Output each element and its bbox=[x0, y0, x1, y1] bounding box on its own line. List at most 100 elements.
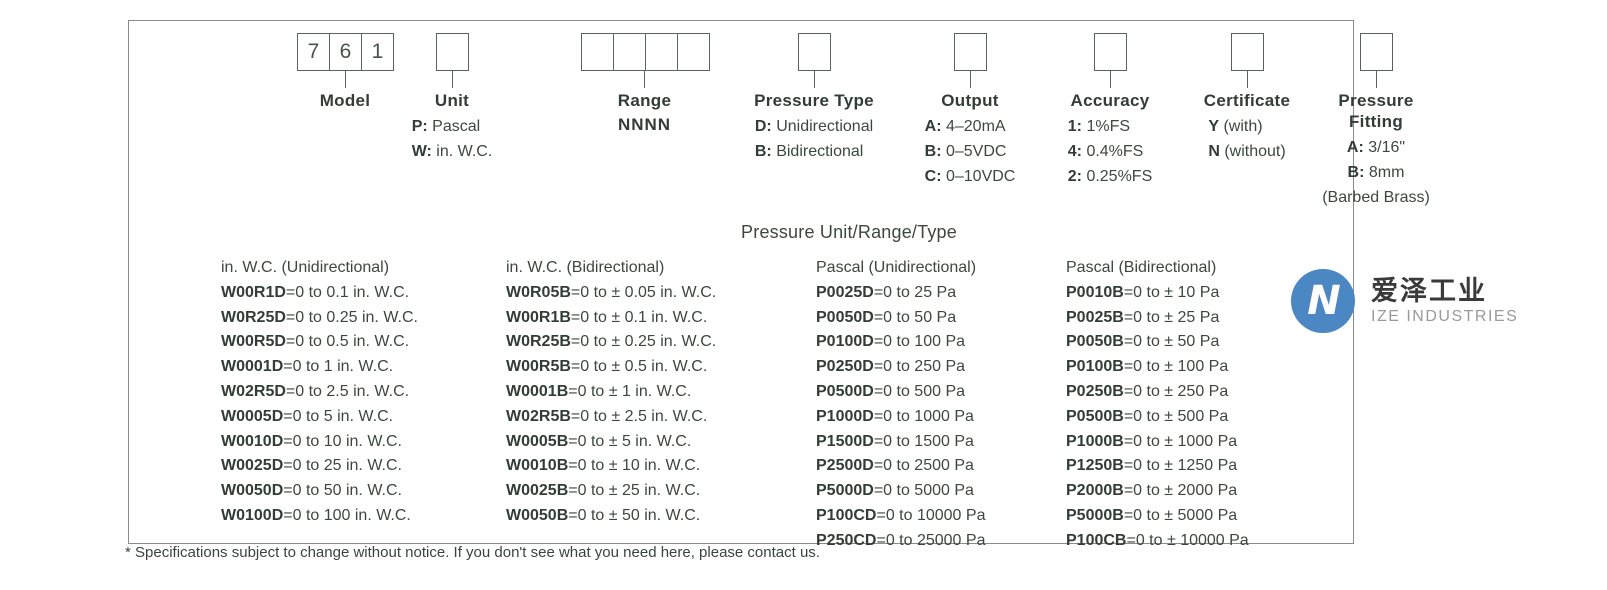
tick-line bbox=[644, 71, 645, 88]
range-row: W00R5D=0 to 0.5 in. W.C. bbox=[221, 333, 410, 351]
range-row: P2000B=0 to ± 2000 Pa bbox=[1066, 482, 1238, 500]
pressure-fitting-label: Pressure Fitting bbox=[1338, 91, 1414, 131]
certificate-label: Certificate bbox=[1203, 91, 1291, 110]
range-row: W0001B=0 to ± 1 in. W.C. bbox=[506, 382, 692, 400]
accuracy-label: Accuracy bbox=[1070, 91, 1150, 110]
range-row: W0005D=0 to 5 in. W.C. bbox=[221, 407, 394, 425]
range-row: P1000B=0 to ± 1000 Pa bbox=[1066, 432, 1238, 450]
option-line: B: 0–5VDC bbox=[924, 143, 1007, 160]
range-list-inwc-bidirectional: in. W.C. (Bidirectional) W0R05B=0 to ± 0… bbox=[506, 256, 716, 529]
range-row: P100CD=0 to 10000 Pa bbox=[816, 506, 986, 524]
range-row: W0010B=0 to ± 10 in. W.C. bbox=[506, 457, 701, 475]
range-row: P0250B=0 to ± 250 Pa bbox=[1066, 382, 1229, 400]
unit-code-cell bbox=[436, 33, 469, 71]
range-list-pascal-bidirectional: Pascal (Bidirectional) P0010B=0 to ± 10 … bbox=[1066, 256, 1249, 554]
option-line: 4: 0.4%FS bbox=[1067, 143, 1144, 160]
range-code-cells bbox=[580, 33, 710, 71]
list-header: in. W.C. (Unidirectional) bbox=[221, 259, 390, 276]
field-unit: Unit P: Pascal W: in. W.C. bbox=[392, 33, 512, 164]
option-line: Y (with) bbox=[1208, 118, 1263, 135]
list-rows: P0010B=0 to ± 10 Pa P0025B=0 to ± 25 Pa P0… bbox=[1066, 281, 1249, 554]
accuracy-code-cell bbox=[1094, 33, 1127, 71]
range-row: P0500D=0 to 500 Pa bbox=[816, 382, 966, 400]
certificate-code-cell bbox=[1231, 33, 1264, 71]
list-rows: W0R05B=0 to ± 0.05 in. W.C. W00R1B=0 to ±… bbox=[506, 281, 716, 529]
model-digit-cell: 6 bbox=[329, 33, 362, 71]
range-row: W0R25B=0 to ± 0.25 in. W.C. bbox=[506, 333, 717, 351]
unit-label: Unit bbox=[434, 91, 470, 110]
range-row: W0025B=0 to ± 25 in. W.C. bbox=[506, 482, 701, 500]
range-row: W0R05B=0 to ± 0.05 in. W.C. bbox=[506, 283, 717, 301]
pressure-fitting-code-cell bbox=[1360, 33, 1393, 71]
unit-options: P: Pascal W: in. W.C. bbox=[412, 114, 493, 164]
option-line: W: in. W.C. bbox=[411, 143, 493, 160]
range-row: W0005B=0 to ± 5 in. W.C. bbox=[506, 432, 692, 450]
option-line: P: Pascal bbox=[411, 118, 481, 135]
ize-logo-text: 爱泽工业 IZE INDUSTRIES bbox=[1371, 276, 1518, 327]
pressure-type-code-cell bbox=[798, 33, 831, 71]
accuracy-options: 1: 1%FS 4: 0.4%FS 2: 0.25%FS bbox=[1068, 114, 1153, 189]
range-row: P0250D=0 to 250 Pa bbox=[816, 358, 966, 376]
range-row: P5000D=0 to 5000 Pa bbox=[816, 482, 974, 500]
output-options: A: 4–20mA B: 0–5VDC C: 0–10VDC bbox=[925, 114, 1016, 189]
list-header: Pascal (Bidirectional) bbox=[1066, 259, 1217, 276]
range-row: P0010B=0 to ± 10 Pa bbox=[1066, 283, 1220, 301]
option-line: A: 4–20mA bbox=[924, 118, 1006, 135]
range-label: Range bbox=[617, 91, 672, 110]
field-pressure-fitting: Pressure Fitting A: 3/16" B: 8mm (Barbed … bbox=[1314, 33, 1438, 210]
option-line: 2: 0.25%FS bbox=[1067, 168, 1153, 185]
tick-line bbox=[1109, 71, 1111, 88]
output-code-cell bbox=[954, 33, 987, 71]
range-row: P0050B=0 to ± 50 Pa bbox=[1066, 333, 1220, 351]
field-certificate: Certificate Y (with) N (without) bbox=[1187, 33, 1307, 164]
brand-name-chinese: 爱泽工业 bbox=[1371, 276, 1487, 306]
footnote: * Specifications subject to change witho… bbox=[125, 544, 820, 561]
tick-line bbox=[1375, 71, 1377, 88]
range-row: P0100D=0 to 100 Pa bbox=[816, 333, 966, 351]
field-range: Range NNNN bbox=[577, 33, 712, 135]
range-row: P2500D=0 to 2500 Pa bbox=[816, 457, 974, 475]
model-label: Model bbox=[319, 91, 371, 110]
option-line: B: 8mm bbox=[1347, 164, 1405, 181]
range-row: P1000D=0 to 1000 Pa bbox=[816, 407, 974, 425]
tick-line bbox=[969, 71, 971, 88]
model-digit-cell: 1 bbox=[361, 33, 394, 71]
range-row: W00R5B=0 to ± 0.5 in. W.C. bbox=[506, 358, 708, 376]
range-format: NNNN bbox=[617, 115, 672, 134]
svg-text:N: N bbox=[1307, 278, 1340, 324]
ize-logo-icon: N bbox=[1291, 269, 1355, 333]
range-row: P0100B=0 to ± 100 Pa bbox=[1066, 358, 1229, 376]
range-row: W02R5D=0 to 2.5 in. W.C. bbox=[221, 382, 410, 400]
range-row: P0025B=0 to ± 25 Pa bbox=[1066, 308, 1220, 326]
tick-line bbox=[451, 71, 453, 88]
range-row: W0R25D=0 to 0.25 in. W.C. bbox=[221, 308, 418, 326]
tick-line bbox=[813, 71, 815, 88]
tick-line bbox=[344, 71, 346, 88]
range-row: W0050B=0 to ± 50 in. W.C. bbox=[506, 506, 701, 524]
range-row: W00R1B=0 to ± 0.1 in. W.C. bbox=[506, 308, 708, 326]
option-line: B: Bidirectional bbox=[754, 143, 864, 160]
list-rows: W00R1D=0 to 0.1 in. W.C. W0R25D=0 to 0.25… bbox=[221, 281, 418, 529]
range-row: P1250B=0 to ± 1250 Pa bbox=[1066, 457, 1238, 475]
range-row: W00R1D=0 to 0.1 in. W.C. bbox=[221, 283, 410, 301]
range-row: W0100D=0 to 100 in. W.C. bbox=[221, 506, 411, 524]
range-row: P0050D=0 to 50 Pa bbox=[816, 308, 957, 326]
pressure-type-options: D: Unidirectional B: Bidirectional bbox=[755, 114, 873, 164]
option-line: D: Unidirectional bbox=[754, 118, 874, 135]
pressure-type-label: Pressure Type bbox=[754, 91, 874, 110]
list-header: Pascal (Unidirectional) bbox=[816, 259, 977, 276]
range-row: P250CD=0 to 25000 Pa bbox=[816, 531, 986, 549]
range-row: P0500B=0 to ± 500 Pa bbox=[1066, 407, 1229, 425]
range-row: P100CB=0 to ± 10000 Pa bbox=[1066, 531, 1249, 549]
range-row: W0010D=0 to 10 in. W.C. bbox=[221, 432, 402, 450]
field-pressure-type: Pressure Type D: Unidirectional B: Bidire… bbox=[739, 33, 889, 164]
ize-logo: N 爱泽工业 IZE INDUSTRIES bbox=[1290, 268, 1518, 334]
range-row: W0001D=0 to 1 in. W.C. bbox=[221, 358, 394, 376]
option-line: 1: 1%FS bbox=[1067, 118, 1131, 135]
section-heading: Pressure Unit/Range/Type bbox=[741, 222, 957, 242]
range-row: W0050D=0 to 50 in. W.C. bbox=[221, 482, 402, 500]
range-list-inwc-unidirectional: in. W.C. (Unidirectional) W00R1D=0 to 0.… bbox=[221, 256, 418, 529]
